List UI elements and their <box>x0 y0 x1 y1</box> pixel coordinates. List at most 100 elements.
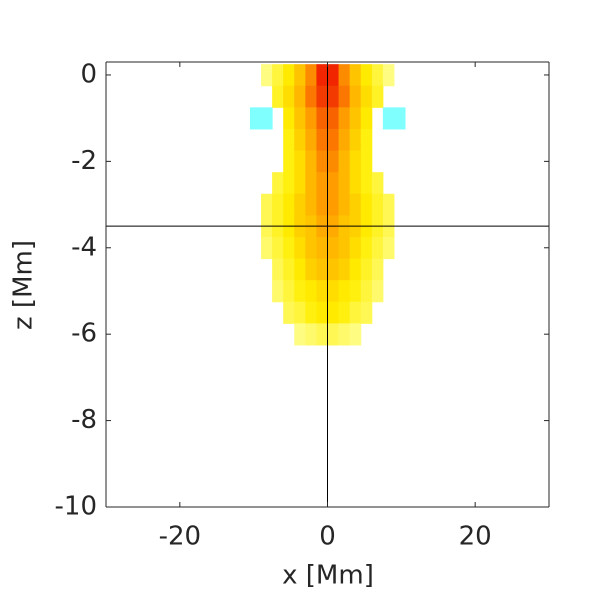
heat-cell <box>327 323 340 346</box>
heat-cell <box>283 236 295 260</box>
heat-cell <box>283 107 295 130</box>
heat-cell <box>371 193 384 216</box>
heat-cell <box>316 150 328 173</box>
x-tick-label: 0 <box>319 522 336 552</box>
heat-cell <box>327 301 340 324</box>
heat-cell <box>261 64 273 87</box>
heat-cell <box>360 150 373 173</box>
heat-cell <box>294 85 306 108</box>
heat-cell <box>360 128 373 152</box>
heat-cell <box>283 280 295 303</box>
heat-cell <box>316 258 328 281</box>
heat-cell <box>272 258 284 281</box>
heat-cell <box>360 258 373 281</box>
heat-cell <box>360 236 373 260</box>
heat-cell <box>283 301 295 324</box>
heat-cell <box>371 64 384 87</box>
heat-cell <box>316 280 328 303</box>
heat-cell <box>338 323 351 346</box>
heat-cell <box>349 107 362 130</box>
heat-cell <box>283 128 295 152</box>
heat-cell <box>382 193 395 216</box>
y-tick-label: -8 <box>71 405 97 435</box>
x-tick-label: 20 <box>459 522 492 552</box>
heat-cell <box>305 301 317 324</box>
heat-cell <box>371 85 384 108</box>
heat-cell <box>382 107 395 130</box>
heat-cell <box>294 107 306 130</box>
heat-cell <box>338 64 351 87</box>
heat-cell <box>283 64 295 87</box>
heat-cell <box>316 172 328 195</box>
heat-cell <box>327 172 340 195</box>
heat-cell <box>294 236 306 260</box>
heat-cell <box>272 280 284 303</box>
heat-cell <box>272 236 284 260</box>
heat-cell <box>371 258 384 281</box>
heat-cell <box>294 172 306 195</box>
heat-cell <box>305 193 317 216</box>
heat-cell <box>305 85 317 108</box>
heat-cell <box>327 150 340 173</box>
heat-cell <box>360 85 373 108</box>
heat-cell <box>272 193 284 216</box>
heat-cell <box>294 193 306 216</box>
heat-cell <box>338 301 351 324</box>
heat-cell <box>327 236 340 260</box>
heat-cell <box>327 258 340 281</box>
heat-cell <box>305 64 317 87</box>
heat-cell <box>294 258 306 281</box>
heat-cell <box>327 85 340 108</box>
heat-cell <box>327 193 340 216</box>
heat-cell <box>294 323 306 346</box>
heat-cell <box>305 150 317 173</box>
heat-cell <box>371 280 384 303</box>
heat-cell <box>316 107 328 130</box>
heat-cell <box>349 85 362 108</box>
heat-cell <box>327 128 340 152</box>
y-axis-label: z [Mm] <box>9 240 39 330</box>
heat-cell <box>349 193 362 216</box>
heat-cell <box>272 85 284 108</box>
heat-cell <box>338 258 351 281</box>
y-tick-label: 0 <box>80 59 97 89</box>
heat-cell <box>327 280 340 303</box>
heat-cell <box>393 107 406 130</box>
heat-cell <box>338 236 351 260</box>
heat-cell <box>349 150 362 173</box>
heat-cell <box>360 301 373 324</box>
heat-cell <box>261 107 273 130</box>
heat-cell <box>294 301 306 324</box>
y-tick-label: -6 <box>71 319 97 349</box>
heat-cell <box>305 280 317 303</box>
y-tick-label: -4 <box>71 232 97 262</box>
heat-cell <box>338 193 351 216</box>
heat-cell <box>360 107 373 130</box>
heat-cell <box>349 128 362 152</box>
y-tick-label: -2 <box>71 146 97 176</box>
heat-cell <box>294 64 306 87</box>
heat-cell <box>283 193 295 216</box>
heat-cell <box>272 64 284 87</box>
heat-cell <box>283 172 295 195</box>
heat-cell <box>316 128 328 152</box>
heat-cell <box>261 193 273 216</box>
heat-cell <box>338 128 351 152</box>
heat-cell <box>294 150 306 173</box>
heat-cell <box>249 107 262 130</box>
heat-cell <box>283 85 295 108</box>
heat-cell <box>316 301 328 324</box>
heat-cell <box>327 107 340 130</box>
heat-cell <box>261 236 273 260</box>
heat-cell <box>349 172 362 195</box>
heat-cell <box>382 236 395 260</box>
y-tick-label: -10 <box>55 492 97 522</box>
heat-cell <box>360 193 373 216</box>
heat-cell <box>371 236 384 260</box>
heat-cell <box>316 64 328 87</box>
heat-cell <box>294 280 306 303</box>
heat-cell <box>338 172 351 195</box>
heat-cell <box>349 236 362 260</box>
heat-cell <box>360 172 373 195</box>
